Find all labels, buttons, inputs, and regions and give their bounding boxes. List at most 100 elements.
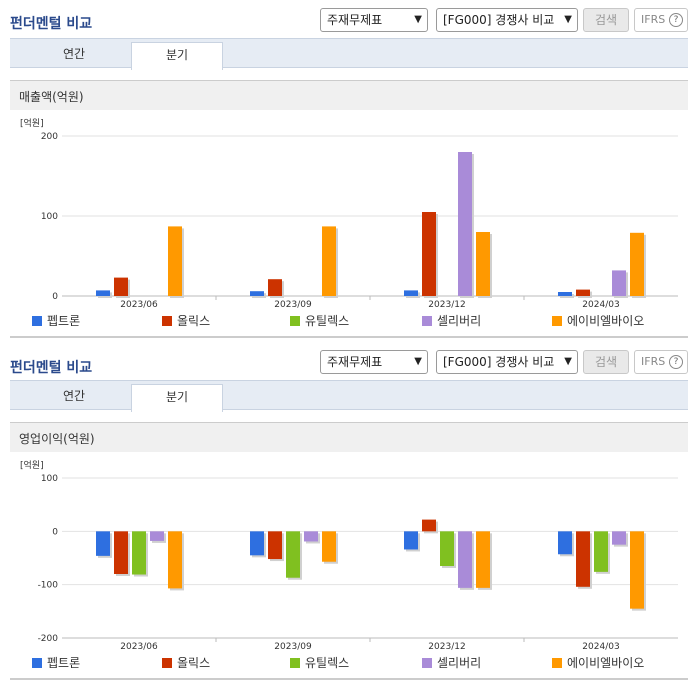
bar	[322, 531, 336, 562]
statement-select-value: 주재무제표	[327, 355, 383, 369]
legend-label: 에이비엘바이오	[567, 656, 645, 670]
legend-item[interactable]: 유틸렉스	[290, 654, 349, 671]
bar	[250, 531, 264, 556]
bar	[576, 289, 590, 296]
legend-item[interactable]: 펩트론	[32, 654, 80, 671]
legend-swatch	[162, 316, 172, 326]
x-tick-label: 2023/12	[428, 642, 465, 652]
panel-title: 펀더멘털 비교	[10, 16, 93, 32]
fundamental-panel-1: 펀더멘털 비교 주재무제표 ▼ [FG000] 경쟁사 비교 ▼ 검색 IFRS…	[10, 8, 688, 338]
period-tabs: 연간 분기	[10, 380, 688, 412]
chevron-down-icon: ▼	[564, 14, 572, 25]
chart-title: 영업이익(억원)	[19, 432, 95, 446]
bar	[322, 226, 336, 296]
bar	[286, 531, 300, 578]
bar	[612, 531, 626, 545]
help-icon: ?	[669, 355, 683, 369]
statement-select[interactable]: 주재무제표 ▼	[320, 350, 428, 374]
tab-quarterly[interactable]: 분기	[131, 384, 223, 412]
y-tick-label: 100	[41, 474, 58, 484]
bar	[576, 531, 590, 587]
peer-group-select[interactable]: [FG000] 경쟁사 비교 ▼	[436, 350, 578, 374]
y-tick-label: 0	[52, 292, 58, 302]
y-tick-label: -200	[38, 634, 59, 644]
chart-area: [억원] 0 100 200 2023/06 2023/09 2023/12 2024/03 …	[10, 110, 688, 338]
legend-item[interactable]: 셀리버리	[422, 312, 481, 329]
legend-item[interactable]: 올릭스	[162, 312, 210, 329]
chart-legend: 펩트론 올릭스 유틸렉스 셀리버리 에이비엘바이오	[32, 654, 696, 672]
legend-item[interactable]: 펩트론	[32, 312, 80, 329]
bar	[404, 531, 418, 550]
bar	[440, 531, 454, 566]
bar	[150, 531, 164, 541]
peer-group-select-value: [FG000] 경쟁사 비교	[443, 13, 555, 27]
y-tick-label: -100	[38, 581, 59, 591]
legend-label: 유틸렉스	[305, 314, 350, 328]
legend-swatch	[552, 316, 562, 326]
bar	[404, 290, 418, 296]
bar	[422, 519, 436, 532]
bar	[168, 531, 182, 589]
bar	[612, 270, 626, 296]
legend-label: 에이비엘바이오	[567, 314, 645, 328]
legend-item[interactable]: 에이비엘바이오	[552, 654, 644, 671]
bar	[458, 531, 472, 588]
y-tick-label: 200	[41, 132, 58, 142]
legend-label: 유틸렉스	[305, 656, 350, 670]
chart-legend: 펩트론 올릭스 유틸렉스 셀리버리 에이비엘바이오	[32, 312, 696, 330]
bar	[96, 531, 110, 556]
legend-label: 셀리버리	[437, 314, 482, 328]
chevron-down-icon: ▼	[414, 14, 422, 25]
tab-annual[interactable]: 연간	[62, 47, 86, 61]
legend-item[interactable]: 에이비엘바이오	[552, 312, 644, 329]
ifrs-button[interactable]: IFRS ?	[634, 350, 688, 374]
legend-item[interactable]: 유틸렉스	[290, 312, 349, 329]
x-tick-label: 2023/12	[428, 300, 465, 310]
x-tick-label: 2024/03	[582, 300, 619, 310]
x-tick-label: 2023/09	[274, 642, 312, 652]
tab-quarterly[interactable]: 분기	[131, 42, 223, 70]
x-tick-label: 2024/03	[582, 642, 619, 652]
legend-swatch	[32, 658, 42, 668]
chart-header: 매출액(억원)	[10, 80, 688, 110]
peer-group-select-value: [FG000] 경쟁사 비교	[443, 355, 555, 369]
ifrs-button[interactable]: IFRS ?	[634, 8, 688, 32]
legend-item[interactable]: 셀리버리	[422, 654, 481, 671]
bar	[132, 531, 146, 575]
unit-label: [억원]	[20, 117, 44, 129]
ifrs-label: IFRS	[641, 355, 666, 368]
bar	[476, 531, 490, 588]
legend-swatch	[290, 658, 300, 668]
panel-title: 펀더멘털 비교	[10, 360, 93, 376]
bar	[268, 279, 282, 296]
fundamental-panel-2: 펀더멘털 비교 주재무제표 ▼ [FG000] 경쟁사 비교 ▼ 검색 IFRS…	[0, 342, 696, 684]
chart-header: 영업이익(억원)	[10, 422, 688, 452]
peer-group-select[interactable]: [FG000] 경쟁사 비교 ▼	[436, 8, 578, 32]
bar	[250, 291, 264, 296]
statement-select[interactable]: 주재무제표 ▼	[320, 8, 428, 32]
search-button[interactable]: 검색	[583, 350, 629, 374]
chart-area: [억원] -200 -100 0 100 2023/06 2023/09 2023/12 202…	[10, 452, 688, 680]
tab-annual[interactable]: 연간	[62, 389, 86, 403]
legend-item[interactable]: 올릭스	[162, 654, 210, 671]
bar	[304, 531, 318, 542]
legend-swatch	[162, 658, 172, 668]
bar	[458, 152, 472, 296]
bar	[558, 531, 572, 555]
legend-swatch	[552, 658, 562, 668]
legend-swatch	[32, 316, 42, 326]
legend-label: 펩트론	[47, 314, 81, 328]
operating-profit-chart: [억원] -200 -100 0 100 2023/06 2023/09 2023/12 202…	[20, 459, 678, 652]
search-button[interactable]: 검색	[583, 8, 629, 32]
ifrs-label: IFRS	[641, 13, 666, 26]
chart-title: 매출액(억원)	[19, 90, 84, 104]
legend-swatch	[422, 658, 432, 668]
x-tick-label: 2023/06	[120, 642, 158, 652]
unit-label: [억원]	[20, 459, 44, 471]
chevron-down-icon: ▼	[564, 356, 572, 367]
legend-swatch	[290, 316, 300, 326]
bar	[422, 212, 436, 296]
legend-label: 올릭스	[177, 656, 211, 670]
x-tick-label: 2023/06	[120, 300, 158, 310]
bar	[558, 292, 572, 296]
